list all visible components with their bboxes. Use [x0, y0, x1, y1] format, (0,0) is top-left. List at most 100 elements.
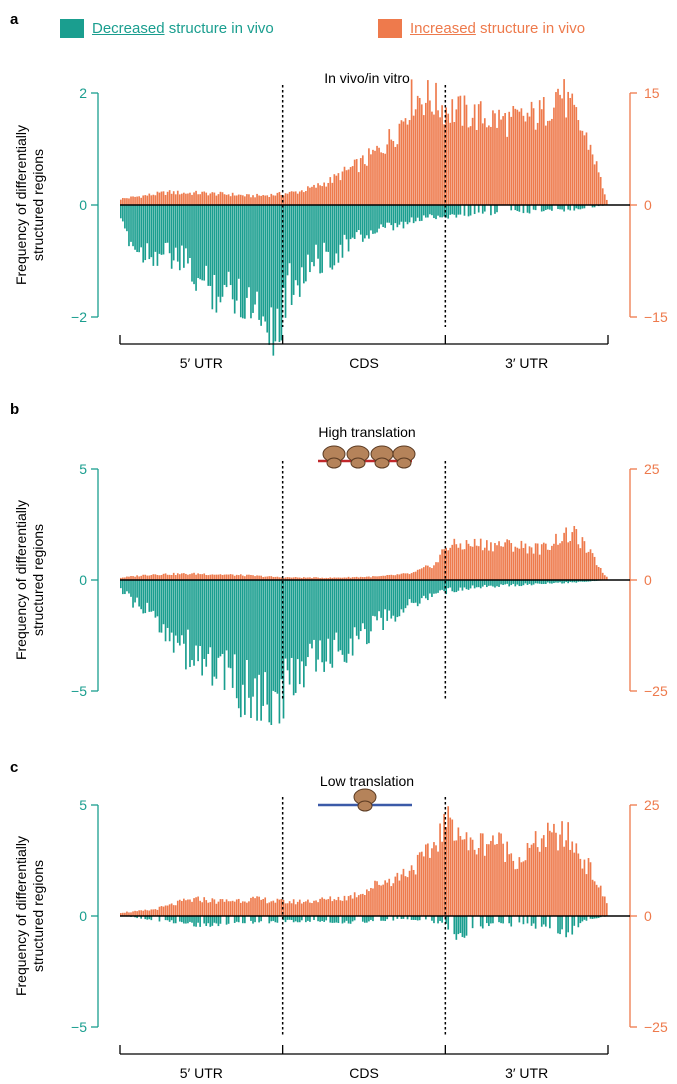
bar-increased — [376, 881, 378, 916]
bar-increased — [201, 574, 203, 580]
bar-decreased — [477, 580, 480, 588]
bar-increased — [528, 847, 531, 916]
y-axis-label-a: Frequency of differentiallystructured re… — [13, 125, 46, 285]
bar-increased — [506, 136, 508, 205]
bar-decreased — [250, 580, 252, 718]
bar-increased — [441, 841, 443, 916]
bar-decreased — [366, 580, 368, 645]
bar-decreased — [402, 580, 405, 613]
bar-increased — [374, 576, 376, 580]
bar-decreased — [260, 580, 262, 721]
bar-increased — [583, 541, 586, 580]
bar-increased — [189, 574, 191, 580]
panel-title-b: High translation — [318, 424, 415, 440]
bar-decreased — [524, 580, 527, 584]
bar-decreased — [412, 580, 415, 604]
left-tick-label-b: 0 — [79, 572, 87, 588]
bar-decreased — [593, 916, 596, 919]
bar-increased — [569, 541, 572, 580]
bar-increased — [335, 577, 338, 580]
bar-increased — [455, 109, 458, 205]
bar-increased — [158, 906, 161, 916]
bar-increased — [321, 577, 323, 580]
bar-increased — [209, 193, 212, 205]
bar-increased — [420, 568, 423, 580]
bar-increased — [359, 576, 362, 580]
bar-decreased — [144, 205, 147, 261]
bar-decreased — [323, 205, 325, 243]
y-axis-label-line1: Frequency of differentially — [13, 125, 29, 285]
bar-increased — [408, 120, 411, 205]
bar-increased — [323, 182, 325, 205]
bar-increased — [229, 196, 232, 205]
bar-decreased — [292, 916, 295, 923]
bar-increased — [284, 193, 287, 205]
bar-decreased — [445, 916, 447, 924]
bar-increased — [427, 80, 429, 205]
bar-decreased — [347, 205, 350, 252]
bar-increased — [195, 897, 197, 916]
bar-increased — [492, 551, 494, 580]
bar-increased — [522, 861, 525, 916]
bar-increased — [536, 543, 539, 580]
bar-increased — [262, 195, 264, 205]
bar-decreased — [471, 580, 474, 586]
bar-increased — [152, 574, 155, 580]
bar-decreased — [364, 205, 366, 239]
region-label-c: 3′ UTR — [505, 1065, 548, 1081]
bar-increased — [569, 97, 572, 205]
bar-decreased — [502, 916, 504, 924]
bar-increased — [288, 191, 291, 205]
bar-increased — [427, 843, 429, 916]
bar-increased — [599, 176, 602, 205]
bar-increased — [307, 899, 309, 916]
bar-decreased — [481, 580, 484, 587]
bar-decreased — [168, 580, 171, 642]
bar-decreased — [303, 205, 305, 284]
bar-decreased — [437, 205, 439, 216]
bar-increased — [573, 104, 576, 205]
bar-increased — [307, 186, 309, 205]
legend-decreased-underlined: Decreased — [92, 20, 165, 37]
bar-decreased — [270, 205, 273, 308]
bar-increased — [502, 843, 504, 916]
bar-decreased — [408, 205, 411, 223]
bar-decreased — [309, 916, 311, 922]
bar-increased — [231, 574, 234, 580]
bar-decreased — [473, 580, 476, 589]
bar-increased — [351, 577, 354, 580]
bar-increased — [567, 542, 569, 580]
bar-decreased — [126, 580, 128, 592]
bar-decreased — [359, 205, 362, 235]
bar-decreased — [122, 580, 124, 595]
bar-increased — [402, 573, 405, 580]
bar-increased — [217, 574, 220, 580]
bar-decreased — [246, 205, 248, 298]
bar-increased — [551, 832, 553, 916]
bar-decreased — [439, 916, 441, 921]
bar-decreased — [282, 205, 285, 288]
bar-decreased — [201, 580, 203, 676]
bar-decreased — [455, 580, 458, 593]
bar-decreased — [349, 916, 352, 924]
bar-increased — [473, 849, 476, 916]
bar-decreased — [239, 580, 242, 718]
bar-decreased — [445, 580, 447, 595]
bar-decreased — [555, 580, 557, 583]
bar-increased — [490, 126, 492, 205]
bar-increased — [148, 575, 151, 580]
bar-decreased — [439, 580, 441, 591]
bar-decreased — [284, 916, 287, 923]
bar-increased — [544, 847, 547, 916]
bar-increased — [597, 172, 600, 205]
bar-decreased — [410, 580, 413, 603]
bar-decreased — [274, 916, 277, 923]
region-label-a: 3′ UTR — [505, 355, 548, 371]
bar-increased — [555, 533, 557, 580]
bar-decreased — [414, 580, 417, 603]
bar-increased — [473, 104, 476, 205]
bar-increased — [176, 900, 179, 916]
bar-decreased — [573, 916, 576, 926]
bar-decreased — [233, 580, 236, 655]
bar-increased — [557, 850, 559, 916]
